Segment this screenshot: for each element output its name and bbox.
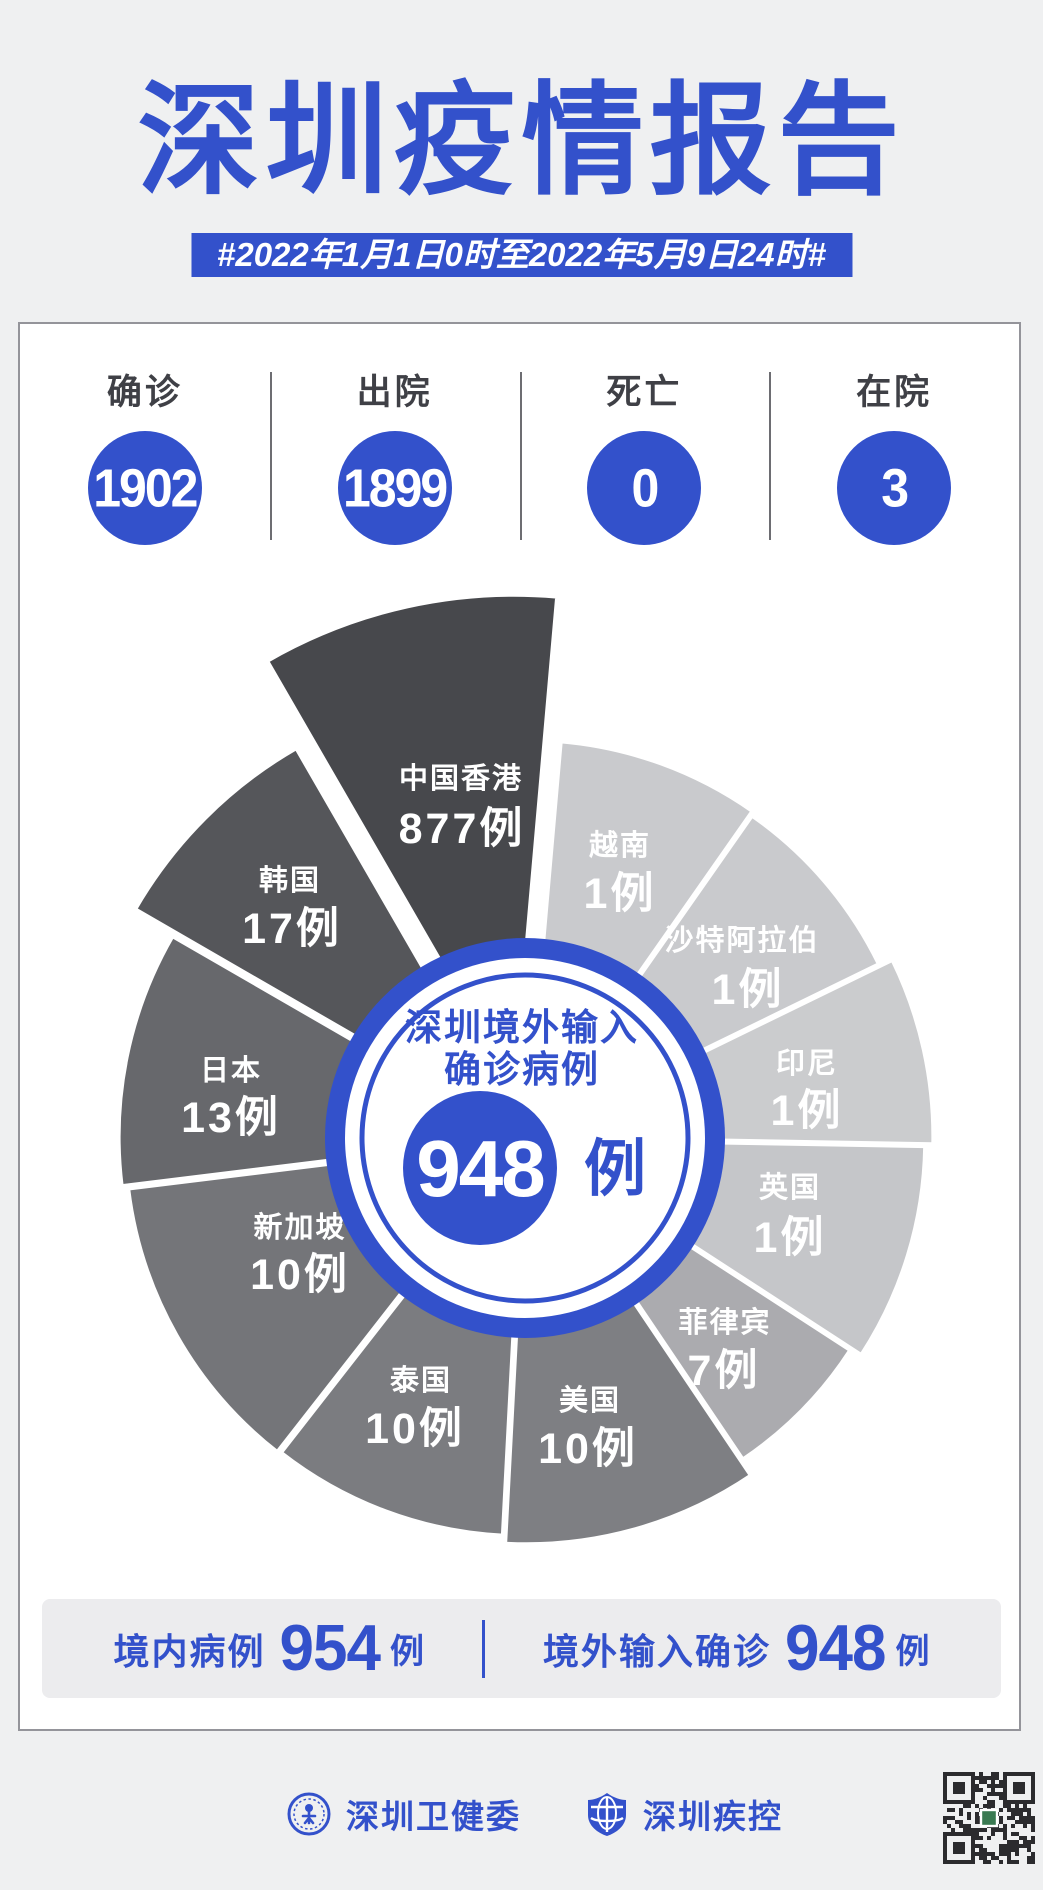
stat-value: 1902 bbox=[93, 457, 198, 519]
stat-circle: 3 bbox=[837, 431, 952, 545]
org-name: 深圳疾控 bbox=[643, 1798, 783, 1835]
slice-value-label: 10例 bbox=[538, 1425, 638, 1473]
imported-cases-summary: 境外输入确诊 948 例 bbox=[543, 1612, 930, 1685]
slice-name-label: 英国 bbox=[759, 1171, 821, 1204]
health-commission-seal-icon bbox=[287, 1792, 331, 1836]
stat-circle: 1902 bbox=[87, 431, 202, 545]
center-total-value: 948 bbox=[416, 1124, 544, 1213]
summary-divider bbox=[482, 1619, 485, 1678]
org-shenzhen-cdc: 深圳疾控 bbox=[585, 1790, 783, 1838]
slice-value-label: 1例 bbox=[712, 966, 785, 1014]
slice-name-label: 日本 bbox=[200, 1054, 262, 1087]
center-title-line2: 确诊病例 bbox=[444, 1049, 600, 1090]
domestic-cases-summary: 境内病例 954 例 bbox=[113, 1612, 424, 1685]
page-title: 深圳疫情报告 bbox=[137, 73, 906, 209]
org-shenzhen-health-commission: 深圳卫健委 bbox=[286, 1790, 521, 1838]
slice-name-label: 泰国 bbox=[390, 1364, 452, 1397]
footer: 深圳卫健委 深圳疾控 bbox=[0, 1772, 1043, 1864]
stat-circle: 1899 bbox=[337, 431, 452, 545]
slice-name-label: 韩国 bbox=[259, 864, 321, 897]
center-title-line1: 深圳境外输入 bbox=[405, 1007, 639, 1048]
slice-value-label: 17例 bbox=[242, 905, 342, 953]
slice-name-label: 中国香港 bbox=[399, 762, 523, 795]
slice-value-label: 1例 bbox=[754, 1214, 827, 1262]
stat-discharged: 出院 1899 bbox=[270, 364, 520, 545]
center-total-unit: 例 bbox=[584, 1135, 646, 1204]
org-name: 深圳卫健委 bbox=[346, 1798, 521, 1835]
slice-name-label: 沙特阿拉伯 bbox=[664, 923, 819, 957]
summary-bar: 境内病例 954 例 境外输入确诊 948 例 bbox=[42, 1599, 1001, 1698]
stat-deaths: 死亡 0 bbox=[520, 364, 770, 545]
stat-divider bbox=[269, 372, 272, 540]
cdc-shield-icon bbox=[588, 1793, 626, 1836]
slice-value-label: 1例 bbox=[584, 870, 657, 918]
imported-cases-label: 境外输入确诊 bbox=[543, 1630, 772, 1672]
stat-label: 出院 bbox=[356, 373, 433, 412]
slice-name-label: 新加坡 bbox=[253, 1211, 346, 1244]
stat-circle: 0 bbox=[587, 431, 702, 545]
slice-value-label: 10例 bbox=[250, 1251, 350, 1299]
slice-name-label: 菲律宾 bbox=[678, 1306, 771, 1339]
stat-value: 0 bbox=[631, 457, 659, 519]
domestic-cases-value: 954 bbox=[279, 1612, 381, 1685]
slice-value-label: 1例 bbox=[771, 1087, 844, 1135]
stat-label: 在院 bbox=[856, 373, 933, 412]
stat-value: 3 bbox=[881, 457, 909, 519]
stat-divider bbox=[769, 372, 772, 540]
domestic-cases-unit: 例 bbox=[390, 1633, 424, 1671]
stat-in-hospital: 在院 3 bbox=[769, 364, 1019, 545]
slice-name-label: 越南 bbox=[589, 829, 651, 862]
center-value-circle bbox=[403, 1091, 557, 1245]
date-range-banner: #2022年1月1日0时至2022年5月9日24时# bbox=[190, 233, 853, 277]
stats-row: 确诊 1902 出院 1899 死亡 0 在院 3 bbox=[20, 364, 1019, 545]
stat-label: 死亡 bbox=[606, 373, 683, 412]
stat-label: 确诊 bbox=[106, 373, 183, 412]
imported-cases-unit: 例 bbox=[895, 1633, 930, 1671]
stat-confirmed: 确诊 1902 bbox=[20, 364, 270, 545]
imported-cases-value: 948 bbox=[785, 1612, 886, 1685]
slice-value-label: 10例 bbox=[365, 1405, 465, 1453]
slice-value-label: 877例 bbox=[399, 805, 526, 853]
domestic-cases-label: 境内病例 bbox=[113, 1630, 266, 1672]
slice-value-label: 7例 bbox=[688, 1347, 761, 1395]
qr-code bbox=[943, 1772, 1035, 1864]
stat-value: 1899 bbox=[343, 457, 448, 519]
slice-name-label: 印尼 bbox=[776, 1047, 838, 1080]
slice-value-label: 13例 bbox=[181, 1094, 281, 1142]
slice-name-label: 美国 bbox=[559, 1384, 621, 1417]
stat-divider bbox=[519, 372, 522, 540]
